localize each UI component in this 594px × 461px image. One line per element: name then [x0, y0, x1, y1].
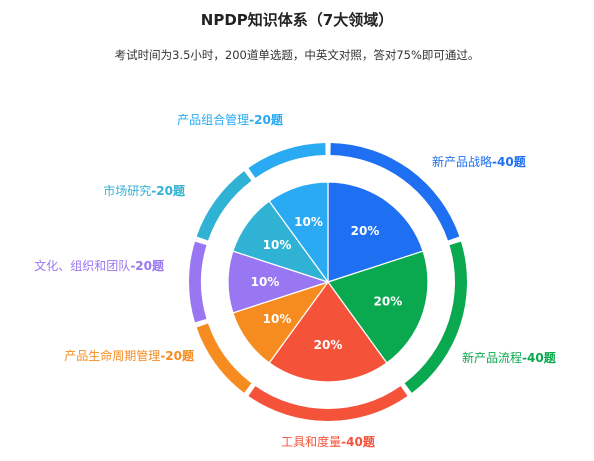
ring-segment-0 — [330, 143, 460, 241]
category-name-3: 产品生命周期管理 — [64, 348, 160, 363]
category-name-0: 新产品战略 — [432, 154, 492, 169]
ring-segment-3 — [196, 323, 252, 393]
slice-label-5: 10% — [263, 238, 292, 252]
category-count-3: -20题 — [160, 349, 195, 363]
slice-label-3: 10% — [263, 312, 292, 326]
ring-segment-6 — [248, 143, 326, 178]
slice-label-0: 20% — [351, 224, 380, 238]
category-count-0: -40题 — [492, 155, 527, 169]
category-count-2: -40题 — [341, 435, 376, 449]
category-name-6: 产品组合管理 — [177, 112, 249, 127]
pie-slice-0 — [327, 181, 424, 283]
ring-segment-2 — [248, 386, 408, 421]
chart-title: NPDP知识体系（7大领域） — [200, 11, 394, 29]
category-count-1: -40题 — [522, 351, 557, 365]
category-name-1: 新产品流程 — [462, 350, 522, 365]
category-count-4: -20题 — [130, 259, 165, 273]
slice-label-4: 10% — [251, 275, 280, 289]
pie-slice-2 — [268, 280, 388, 383]
ring-segment-5 — [196, 171, 252, 241]
ring-segment-1 — [404, 241, 468, 393]
category-label-6: 产品组合管理-20题 — [177, 112, 284, 127]
chart-subtitle: 考试时间为3.5小时，200道单选题，中英文对照，答对75%即可通过。 — [114, 48, 480, 62]
category-label-5: 市场研究-20题 — [103, 183, 186, 198]
category-label-1: 新产品流程-40题 — [462, 350, 557, 365]
slice-label-6: 10% — [294, 215, 323, 229]
category-label-2: 工具和度量-40题 — [281, 434, 376, 449]
slice-label-1: 20% — [374, 294, 403, 308]
category-label-0: 新产品战略-40题 — [432, 154, 527, 169]
pie-slice-6 — [268, 181, 329, 284]
category-label-3: 产品生命周期管理-20题 — [64, 348, 195, 363]
category-count-6: -20题 — [249, 113, 284, 127]
ring-segment-4 — [189, 241, 207, 323]
category-label-4: 文化、组织和团队-20题 — [34, 258, 165, 273]
category-name-5: 市场研究 — [103, 183, 151, 198]
pie-slice-1 — [327, 250, 429, 364]
category-name-2: 工具和度量 — [281, 434, 341, 449]
category-count-5: -20题 — [151, 184, 186, 198]
category-name-4: 文化、组织和团队 — [34, 258, 130, 273]
slice-label-2: 20% — [314, 338, 343, 352]
